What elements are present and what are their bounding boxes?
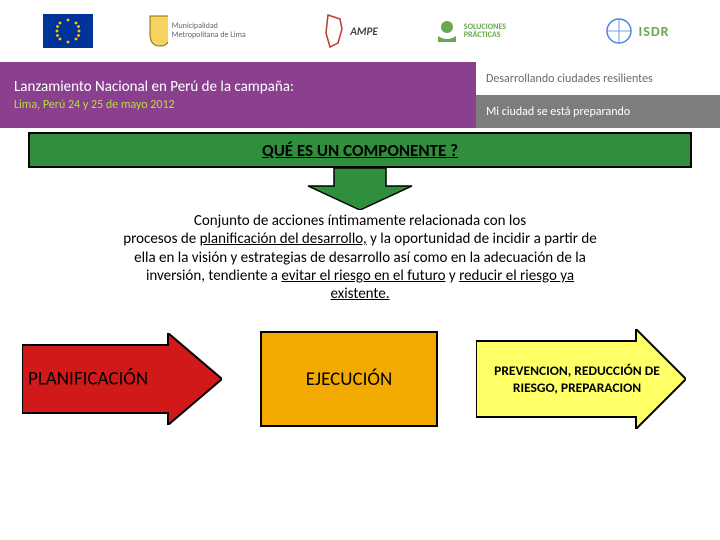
ejec-box: EJECUCIÓN xyxy=(260,331,438,427)
body-paragraph: Conjunto de acciones íntimamente relacio… xyxy=(54,212,666,303)
title-text: QUÉ ES UN COMPONENTE ? xyxy=(262,140,458,161)
prev-arrow: PREVENCION, REDUCCIÓN DE RIESGO, PREPARA… xyxy=(476,329,686,429)
para-underline: existente. xyxy=(330,285,389,303)
ejec-label: EJECUCIÓN xyxy=(306,368,392,391)
para-line: Conjunto de acciones íntimamente relacio… xyxy=(194,212,526,230)
logo-ampe-text: AMPE xyxy=(350,25,378,38)
logos-row: Municipalidad Metropolitana de Lima AMPE… xyxy=(0,0,720,62)
purple-left: Lanzamiento Nacional en Perú de la campa… xyxy=(0,62,476,128)
logo-isdr: ISDR xyxy=(588,9,686,53)
para-line: ella en la visión y estrategias de desar… xyxy=(134,249,586,267)
para-line: y la oportunidad de incidir a partir de xyxy=(367,230,597,248)
un-wreath-icon xyxy=(604,16,634,46)
eu-flag-icon xyxy=(43,14,93,48)
logo-lima: Municipalidad Metropolitana de Lima xyxy=(146,9,266,53)
peru-map-icon xyxy=(322,13,346,49)
logo-lima-text: Municipalidad Metropolitana de Lima xyxy=(172,22,266,40)
para-line: y xyxy=(445,267,459,285)
banner-title: Lanzamiento Nacional en Perú de la campa… xyxy=(14,78,462,96)
para-underline: reducir el riesgo ya xyxy=(459,267,574,285)
logo-ampe: AMPE xyxy=(310,9,390,53)
para-line: procesos de xyxy=(123,230,199,248)
purple-row: Lanzamiento Nacional en Perú de la campa… xyxy=(0,62,720,128)
purple-right: Desarrollando ciudades resilientes Mi ci… xyxy=(476,62,720,128)
lima-shield-icon xyxy=(146,14,168,48)
title-bar: QUÉ ES UN COMPONENTE ? xyxy=(28,132,692,168)
grey-strip: Mi ciudad se está preparando xyxy=(476,95,720,128)
plan-arrow: PLANIFICACIÓN xyxy=(22,333,222,425)
boxes-row: PLANIFICACIÓN EJECUCIÓN PREVENCION, REDU… xyxy=(0,325,720,433)
logo-sp: SOLUCIONES PRÁCTICAS xyxy=(434,9,544,53)
white-strip: Desarrollando ciudades resilientes xyxy=(476,62,720,95)
prev-label: PREVENCION, REDUCCIÓN DE RIESGO, PREPARA… xyxy=(492,363,662,395)
logo-eu xyxy=(34,9,102,53)
para-line: inversión, tendiente a xyxy=(146,267,281,285)
banner-date: Lima, Perú 24 y 25 de mayo 2012 xyxy=(14,98,462,112)
para-underline: evitar el riesgo en el futuro xyxy=(281,267,445,285)
down-arrow xyxy=(300,168,420,210)
logo-isdr-text: ISDR xyxy=(638,23,669,40)
header-banner: Municipalidad Metropolitana de Lima AMPE… xyxy=(0,0,720,128)
para-underline: planificación del desarrollo, xyxy=(200,230,367,248)
plan-label: PLANIFICACIÓN xyxy=(28,368,148,391)
hand-bulb-icon xyxy=(434,18,460,44)
logo-sp-text: SOLUCIONES PRÁCTICAS xyxy=(464,23,544,39)
